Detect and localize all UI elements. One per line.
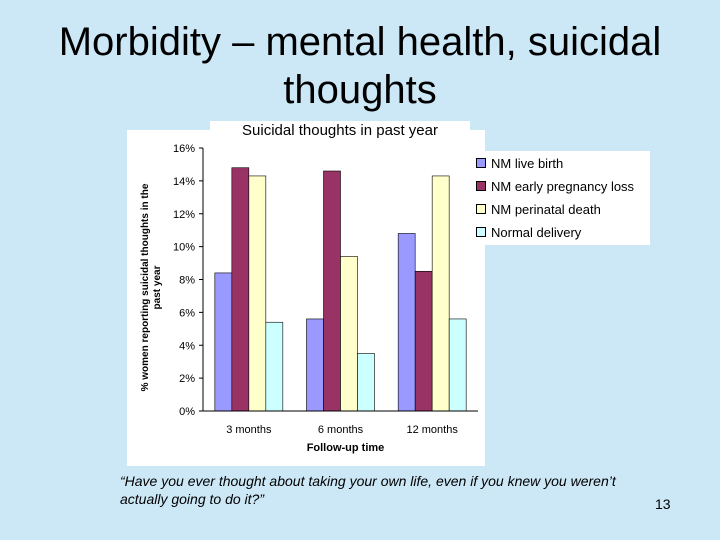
bar bbox=[357, 353, 375, 412]
bar bbox=[265, 321, 284, 412]
bar bbox=[448, 318, 467, 412]
legend-item: Normal delivery bbox=[476, 222, 581, 242]
legend-item: NM early pregnancy loss bbox=[476, 176, 634, 196]
bar bbox=[397, 233, 416, 412]
y-tick-label: 16% bbox=[173, 143, 195, 155]
bar bbox=[414, 270, 433, 412]
y-tick-label: 2% bbox=[179, 373, 195, 385]
y-tick-label: 12% bbox=[173, 209, 195, 221]
legend-item: NM live birth bbox=[476, 153, 563, 173]
y-tick-label: 14% bbox=[173, 176, 195, 188]
bar bbox=[248, 175, 267, 412]
y-tick-label: 8% bbox=[179, 275, 195, 287]
slide-title: Morbidity – mental health, suicidal thou… bbox=[58, 20, 662, 112]
legend-swatch bbox=[476, 181, 486, 191]
legend-swatch bbox=[476, 227, 486, 237]
chart-legend: NM live birth NM early pregnancy loss NM p… bbox=[472, 151, 650, 245]
legend-swatch bbox=[476, 158, 486, 168]
x-tick-label: 12 months bbox=[406, 424, 458, 436]
bar bbox=[340, 256, 358, 412]
bar bbox=[323, 170, 341, 412]
chart-title: Suicidal thoughts in past year bbox=[210, 121, 470, 140]
y-axis-label: % women reporting suicidal thoughts in t… bbox=[140, 183, 163, 391]
bar bbox=[306, 318, 324, 412]
x-tick-label: 6 months bbox=[318, 424, 364, 436]
x-tick-label: 3 months bbox=[226, 424, 272, 436]
legend-label: NM early pregnancy loss bbox=[491, 178, 635, 194]
x-axis-label: Follow-up time bbox=[307, 442, 385, 454]
y-tick-label: 10% bbox=[173, 242, 195, 254]
legend-label: Normal delivery bbox=[491, 224, 582, 240]
y-tick-label: 0% bbox=[179, 406, 195, 418]
y-tick-label: 4% bbox=[179, 340, 195, 352]
page-number: 13 bbox=[655, 496, 671, 512]
bar bbox=[431, 175, 450, 412]
y-tick-label: 6% bbox=[179, 307, 195, 319]
question-quote: “Have you ever thought about taking your… bbox=[120, 473, 616, 507]
legend-label: NM perinatal death bbox=[491, 201, 601, 217]
bar bbox=[231, 167, 250, 412]
legend-item: NM perinatal death bbox=[476, 199, 601, 219]
legend-swatch bbox=[476, 204, 486, 214]
bar bbox=[214, 272, 233, 412]
legend-label: NM live birth bbox=[491, 155, 564, 171]
